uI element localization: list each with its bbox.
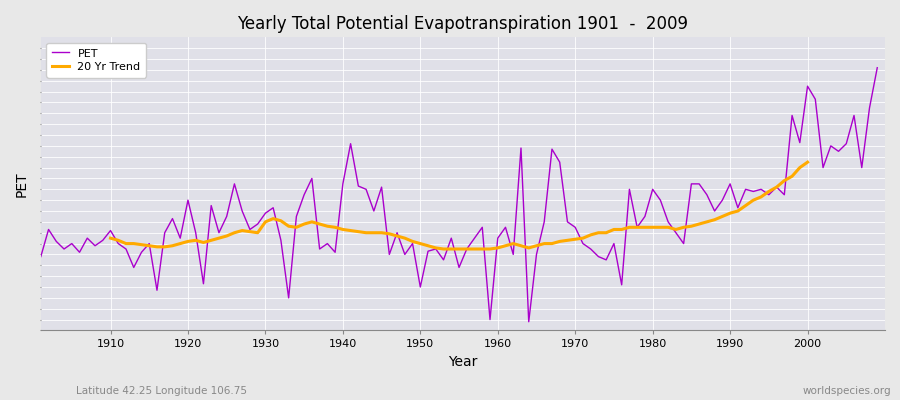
Text: Latitude 42.25 Longitude 106.75: Latitude 42.25 Longitude 106.75	[76, 386, 248, 396]
20 Yr Trend	[795, 165, 806, 170]
PET	[872, 65, 883, 70]
20 Yr Trend	[802, 160, 813, 164]
PET	[314, 247, 325, 252]
20 Yr Trend	[787, 174, 797, 179]
Text: worldspecies.org: worldspecies.org	[803, 386, 891, 396]
Legend: PET, 20 Yr Trend: PET, 20 Yr Trend	[47, 43, 146, 78]
PET	[35, 254, 46, 259]
PET	[593, 254, 604, 259]
Title: Yearly Total Potential Evapotranspiration 1901  -  2009: Yearly Total Potential Evapotranspiratio…	[238, 15, 688, 33]
PET	[484, 317, 495, 322]
20 Yr Trend	[268, 216, 279, 221]
20 Yr Trend	[190, 238, 201, 243]
Y-axis label: PET: PET	[15, 171, 29, 197]
PET	[492, 236, 503, 240]
20 Yr Trend	[438, 247, 449, 252]
PET	[523, 319, 534, 324]
PET	[97, 238, 108, 243]
Line: 20 Yr Trend: 20 Yr Trend	[111, 162, 807, 249]
20 Yr Trend	[284, 224, 294, 229]
20 Yr Trend	[701, 220, 712, 224]
20 Yr Trend	[105, 236, 116, 240]
Line: PET: PET	[40, 68, 878, 322]
X-axis label: Year: Year	[448, 355, 478, 369]
PET	[268, 205, 279, 210]
